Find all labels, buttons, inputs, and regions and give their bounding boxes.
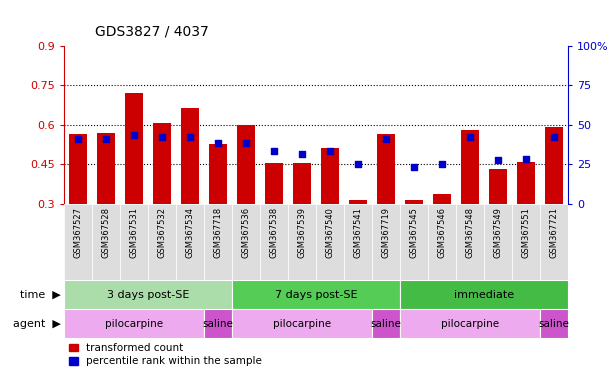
Bar	[484, 204, 512, 280]
Text: saline: saline	[371, 318, 401, 329]
Point	[437, 161, 447, 167]
Bar	[232, 280, 400, 309]
Text: GSM367532: GSM367532	[158, 207, 167, 258]
Point	[409, 164, 419, 170]
Bar	[125, 93, 143, 204]
Bar	[400, 280, 568, 309]
Bar	[316, 204, 344, 280]
Bar	[265, 163, 284, 204]
Bar	[260, 204, 288, 280]
Bar	[64, 280, 232, 309]
Text: pilocarpine: pilocarpine	[273, 318, 331, 329]
Text: GSM367719: GSM367719	[382, 207, 390, 258]
Text: GSM367551: GSM367551	[522, 207, 531, 258]
Bar	[540, 309, 568, 338]
Text: GSM367539: GSM367539	[298, 207, 307, 258]
Text: saline: saline	[203, 318, 233, 329]
Bar	[64, 204, 92, 280]
Bar	[428, 204, 456, 280]
Text: GSM367541: GSM367541	[354, 207, 363, 258]
Text: immediate: immediate	[454, 290, 514, 300]
Bar	[232, 204, 260, 280]
Bar	[400, 309, 540, 338]
Legend: transformed count, percentile rank within the sample: transformed count, percentile rank withi…	[70, 343, 262, 366]
Point	[185, 134, 195, 140]
Bar	[372, 309, 400, 338]
Bar	[456, 204, 484, 280]
Point	[325, 148, 335, 154]
Bar	[209, 144, 227, 204]
Point	[269, 148, 279, 154]
Point	[466, 134, 475, 140]
Text: GSM367538: GSM367538	[269, 207, 279, 258]
Bar	[349, 200, 367, 204]
Point	[493, 157, 503, 163]
Bar	[288, 204, 316, 280]
Bar	[148, 204, 176, 280]
Bar	[344, 204, 372, 280]
Bar	[377, 134, 395, 204]
Point	[130, 132, 139, 138]
Point	[241, 140, 251, 146]
Point	[298, 151, 307, 157]
Bar	[512, 204, 540, 280]
Text: GSM367718: GSM367718	[214, 207, 222, 258]
Bar	[232, 309, 372, 338]
Point	[521, 156, 531, 162]
Bar	[293, 163, 311, 204]
Text: GSM367549: GSM367549	[494, 207, 503, 258]
Bar	[97, 133, 115, 204]
Text: GSM367527: GSM367527	[74, 207, 82, 258]
Text: GDS3827 / 4037: GDS3827 / 4037	[95, 25, 208, 38]
Bar	[64, 309, 204, 338]
Bar	[405, 200, 423, 204]
Point	[157, 134, 167, 140]
Text: GSM367548: GSM367548	[466, 207, 475, 258]
Text: pilocarpine: pilocarpine	[441, 318, 499, 329]
Bar	[204, 309, 232, 338]
Text: 3 days post-SE: 3 days post-SE	[107, 290, 189, 300]
Bar	[120, 204, 148, 280]
Point	[101, 136, 111, 142]
Bar	[372, 204, 400, 280]
Bar	[517, 162, 535, 204]
Text: GSM367721: GSM367721	[550, 207, 558, 258]
Bar	[400, 204, 428, 280]
Point	[353, 161, 363, 167]
Bar	[237, 125, 255, 204]
Text: GSM367540: GSM367540	[326, 207, 335, 258]
Point	[549, 134, 559, 140]
Bar	[204, 204, 232, 280]
Bar	[181, 108, 199, 204]
Bar	[69, 134, 87, 204]
Bar	[153, 124, 171, 204]
Bar	[540, 204, 568, 280]
Bar	[176, 204, 204, 280]
Text: GSM367534: GSM367534	[186, 207, 195, 258]
Text: agent  ▶: agent ▶	[13, 318, 61, 329]
Text: 7 days post-SE: 7 days post-SE	[275, 290, 357, 300]
Bar	[433, 194, 452, 204]
Text: time  ▶: time ▶	[20, 290, 61, 300]
Point	[73, 136, 83, 142]
Bar	[92, 204, 120, 280]
Text: GSM367531: GSM367531	[130, 207, 139, 258]
Text: GSM367536: GSM367536	[242, 207, 251, 258]
Point	[381, 136, 391, 142]
Text: GSM367546: GSM367546	[437, 207, 447, 258]
Text: pilocarpine: pilocarpine	[105, 318, 163, 329]
Bar	[321, 149, 339, 204]
Bar	[489, 169, 507, 204]
Bar	[545, 127, 563, 204]
Text: GSM367545: GSM367545	[410, 207, 419, 258]
Text: GSM367528: GSM367528	[101, 207, 111, 258]
Text: saline: saline	[539, 318, 569, 329]
Point	[213, 140, 223, 146]
Bar	[461, 130, 479, 204]
